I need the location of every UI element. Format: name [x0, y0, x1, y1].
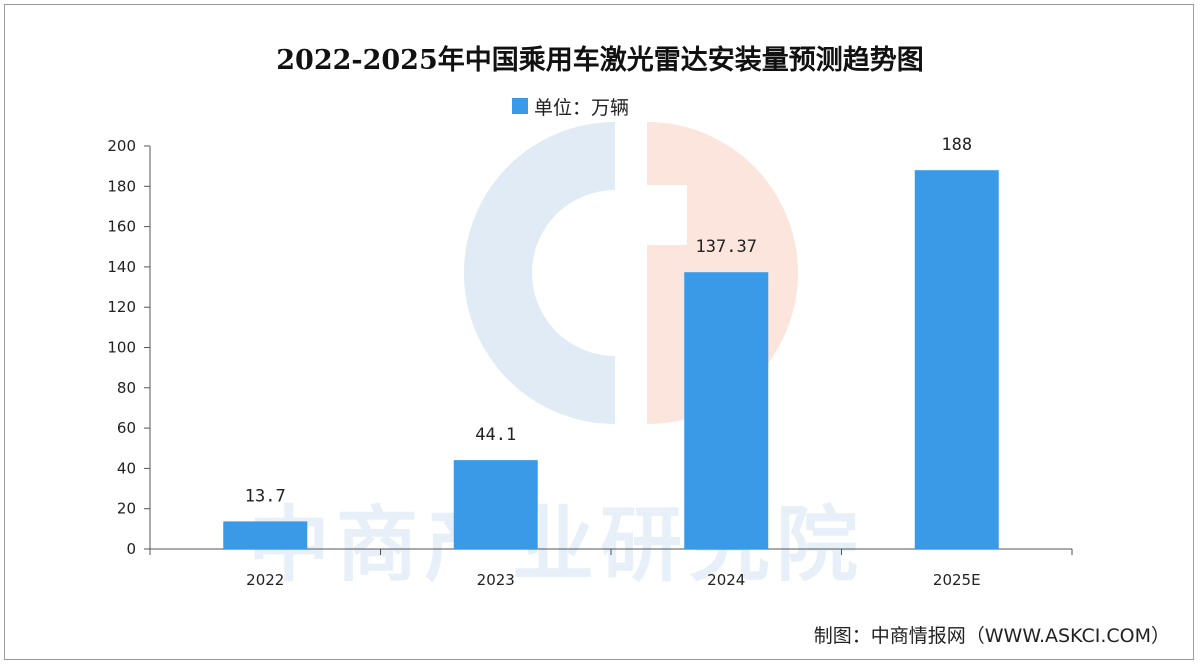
x-tick-label: 2024 [707, 571, 745, 589]
x-tick-label: 2025E [933, 571, 981, 589]
y-tick-label: 180 [107, 177, 136, 195]
data-label-2025E: 188 [941, 135, 972, 155]
x-ticks: 2022 2023 2024 2025E [149, 549, 1073, 589]
y-tick-label: 120 [107, 298, 136, 316]
source-note: 制图：中商情报网（WWW.ASKCI.COM） [813, 625, 1170, 647]
y-tick-label: 20 [117, 500, 136, 518]
data-label-2022: 13.7 [245, 486, 286, 506]
bar-2025E [914, 170, 999, 549]
legend-label: 单位：万辆 [534, 96, 630, 119]
y-tick-label: 140 [107, 258, 136, 276]
chart-title: 2022-2025年中国乘用车激光雷达安装量预测趋势图 [276, 45, 924, 76]
data-label-2024: 137.37 [696, 237, 757, 257]
bar-2023 [453, 460, 538, 549]
y-tick-label: 200 [107, 137, 136, 155]
data-labels: 13.7 44.1 137.37 188 [245, 135, 972, 506]
y-ticks: 0 20 40 60 80 100 120 140 160 180 200 [107, 137, 150, 558]
y-tick-label: 40 [117, 459, 136, 477]
bar-2024 [684, 272, 769, 549]
chart-frame [4, 4, 1194, 660]
y-tick-label: 60 [117, 419, 136, 437]
legend-swatch [512, 98, 528, 114]
y-tick-label: 0 [126, 540, 136, 558]
data-label-2023: 44.1 [475, 425, 516, 445]
x-tick-label: 2023 [477, 571, 515, 589]
y-tick-label: 100 [107, 339, 136, 357]
bar-2022 [223, 521, 308, 549]
y-tick-label: 80 [117, 379, 136, 397]
bars [223, 170, 999, 549]
y-tick-label: 160 [107, 218, 136, 236]
x-tick-label: 2022 [246, 571, 284, 589]
legend: 单位：万辆 [512, 92, 629, 120]
